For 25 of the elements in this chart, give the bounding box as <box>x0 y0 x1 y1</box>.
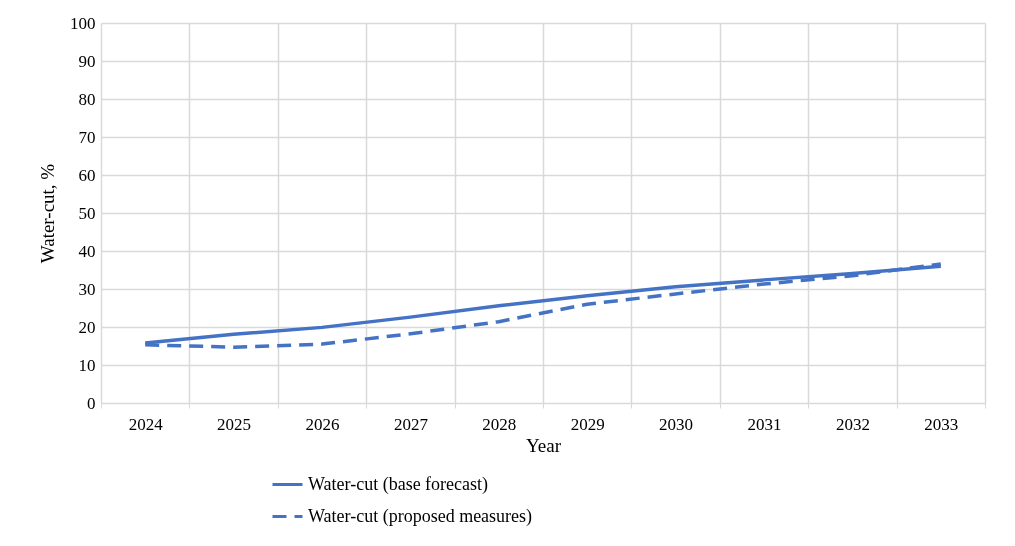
x-tick-label: 2032 <box>835 414 870 434</box>
y-tick-label: 100 <box>70 13 96 33</box>
x-tick-label: 2030 <box>659 414 694 434</box>
x-tick-label: 2024 <box>128 414 164 434</box>
x-tick-label: 2025 <box>217 414 252 434</box>
legend-label: Water-cut (proposed measures) <box>308 505 533 527</box>
y-tick-label: 0 <box>87 393 96 413</box>
y-tick-label: 20 <box>78 317 96 337</box>
x-tick-label: 2026 <box>305 414 340 434</box>
y-tick-label: 10 <box>78 355 96 375</box>
y-tick-label: 60 <box>78 165 96 185</box>
y-tick-label: 50 <box>78 203 96 223</box>
x-tick-label: 2031 <box>747 414 782 434</box>
y-tick-label: 30 <box>78 279 96 299</box>
y-tick-label: 70 <box>78 127 96 147</box>
legend-label: Water-cut (base forecast) <box>308 473 489 495</box>
y-tick-label: 80 <box>78 89 96 109</box>
y-tick-label: 90 <box>78 51 96 71</box>
x-tick-label: 2027 <box>393 414 429 434</box>
y-tick-label: 40 <box>78 241 96 261</box>
x-axis-title: Year <box>525 434 562 456</box>
x-tick-label: 2033 <box>924 414 959 434</box>
y-axis-title: Water-cut, % <box>37 163 58 264</box>
x-tick-label: 2028 <box>482 414 517 434</box>
x-tick-label: 2029 <box>570 414 605 434</box>
